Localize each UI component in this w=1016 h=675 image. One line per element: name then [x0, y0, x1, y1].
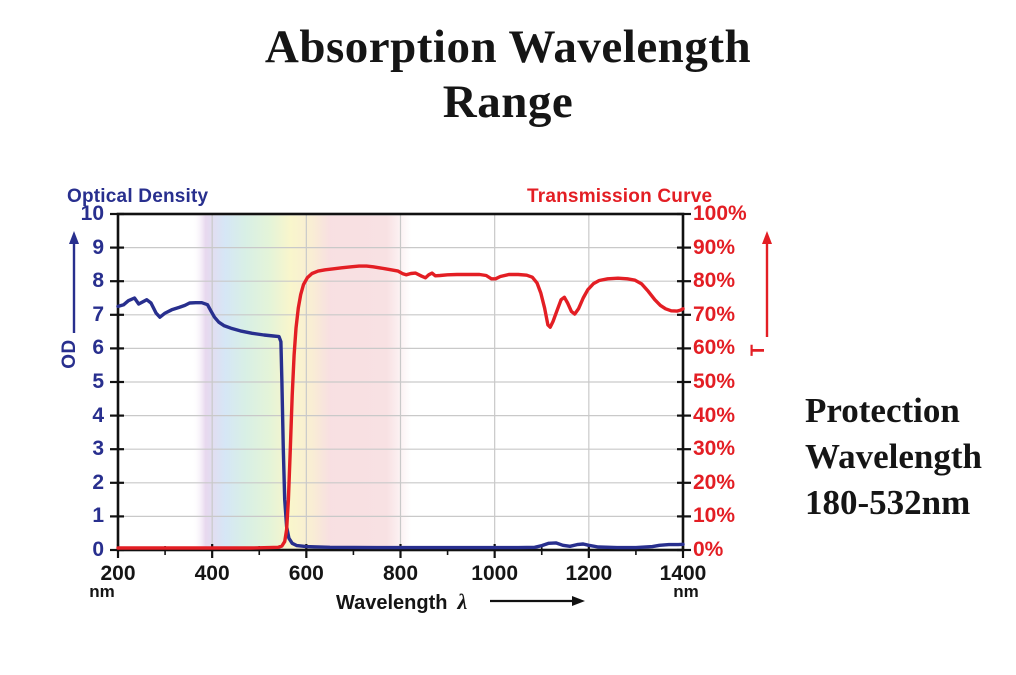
x-axis-label-text: Wavelength [336, 592, 448, 614]
y-right-tick-label: 30% [693, 437, 736, 461]
y-right-tick-label: 50% [693, 370, 736, 393]
x-axis-label: Wavelength λ [336, 589, 467, 615]
y-left-tick-label: 7 [92, 302, 104, 326]
y-left-tick-label: 9 [92, 235, 104, 259]
left-axis-unit-label: OD [59, 339, 80, 369]
x-axis-unit-label: nm [89, 582, 115, 601]
x-axis-tick-label: 400 [194, 562, 230, 585]
od-axis-arrow-icon [69, 231, 79, 244]
y-left-tick-label: 8 [92, 269, 104, 293]
y-right-tick-label: 40% [693, 403, 736, 427]
transmission-curve [116, 264, 685, 550]
page-title-line1: Absorption Wavelength [264, 21, 752, 73]
y-right-tick-label: 20% [693, 470, 736, 494]
y-right-tick-label: 10% [693, 504, 736, 528]
left-axis-title: Optical Density [67, 186, 209, 207]
protection-note-line2: Wavelength [805, 437, 982, 476]
y-left-tick-label: 4 [92, 403, 104, 427]
y-left-tick-label: 3 [92, 437, 104, 461]
y-left-tick-label: 0 [92, 538, 104, 561]
page-title-line2: Range [442, 76, 574, 128]
y-right-tick-label: 60% [693, 336, 736, 360]
y-right-tick-label: 80% [693, 269, 736, 293]
t-axis-arrow-icon [762, 231, 772, 244]
right-axis-title: Transmission Curve [527, 186, 713, 207]
x-axis-tick-label: 1200 [565, 562, 613, 585]
x-axis-tick-label: 200 [100, 562, 136, 585]
y-left-tick-label: 6 [92, 336, 104, 360]
page-title: Absorption Wavelength Range [0, 20, 1016, 130]
x-axis-tick-label: 1400 [659, 562, 707, 585]
y-left-tick-label: 10 [80, 202, 104, 225]
protection-note-line3: 180-532nm [805, 483, 971, 522]
y-left-tick-label: 5 [92, 370, 104, 393]
od-curve [116, 296, 685, 550]
y-left-tick-label: 1 [92, 504, 104, 528]
y-left-tick-label: 2 [92, 470, 104, 494]
right-axis-unit-label: T [748, 343, 769, 357]
x-axis-unit-label: nm [673, 582, 699, 601]
y-right-tick-label: 70% [693, 302, 736, 326]
y-right-tick-label: 90% [693, 235, 736, 259]
protection-note: Protection Wavelength 180-532nm [805, 388, 982, 526]
y-right-tick-label: 100% [693, 202, 747, 225]
x-axis-tick-label: 800 [382, 562, 419, 585]
y-right-tick-label: 0% [693, 538, 724, 561]
x-axis-tick-label: 1000 [471, 562, 519, 585]
x-axis-tick-label: 600 [288, 562, 324, 585]
protection-note-line1: Protection [805, 391, 960, 430]
wavelength-arrow-icon [572, 596, 585, 606]
lambda-symbol: λ [457, 589, 468, 614]
